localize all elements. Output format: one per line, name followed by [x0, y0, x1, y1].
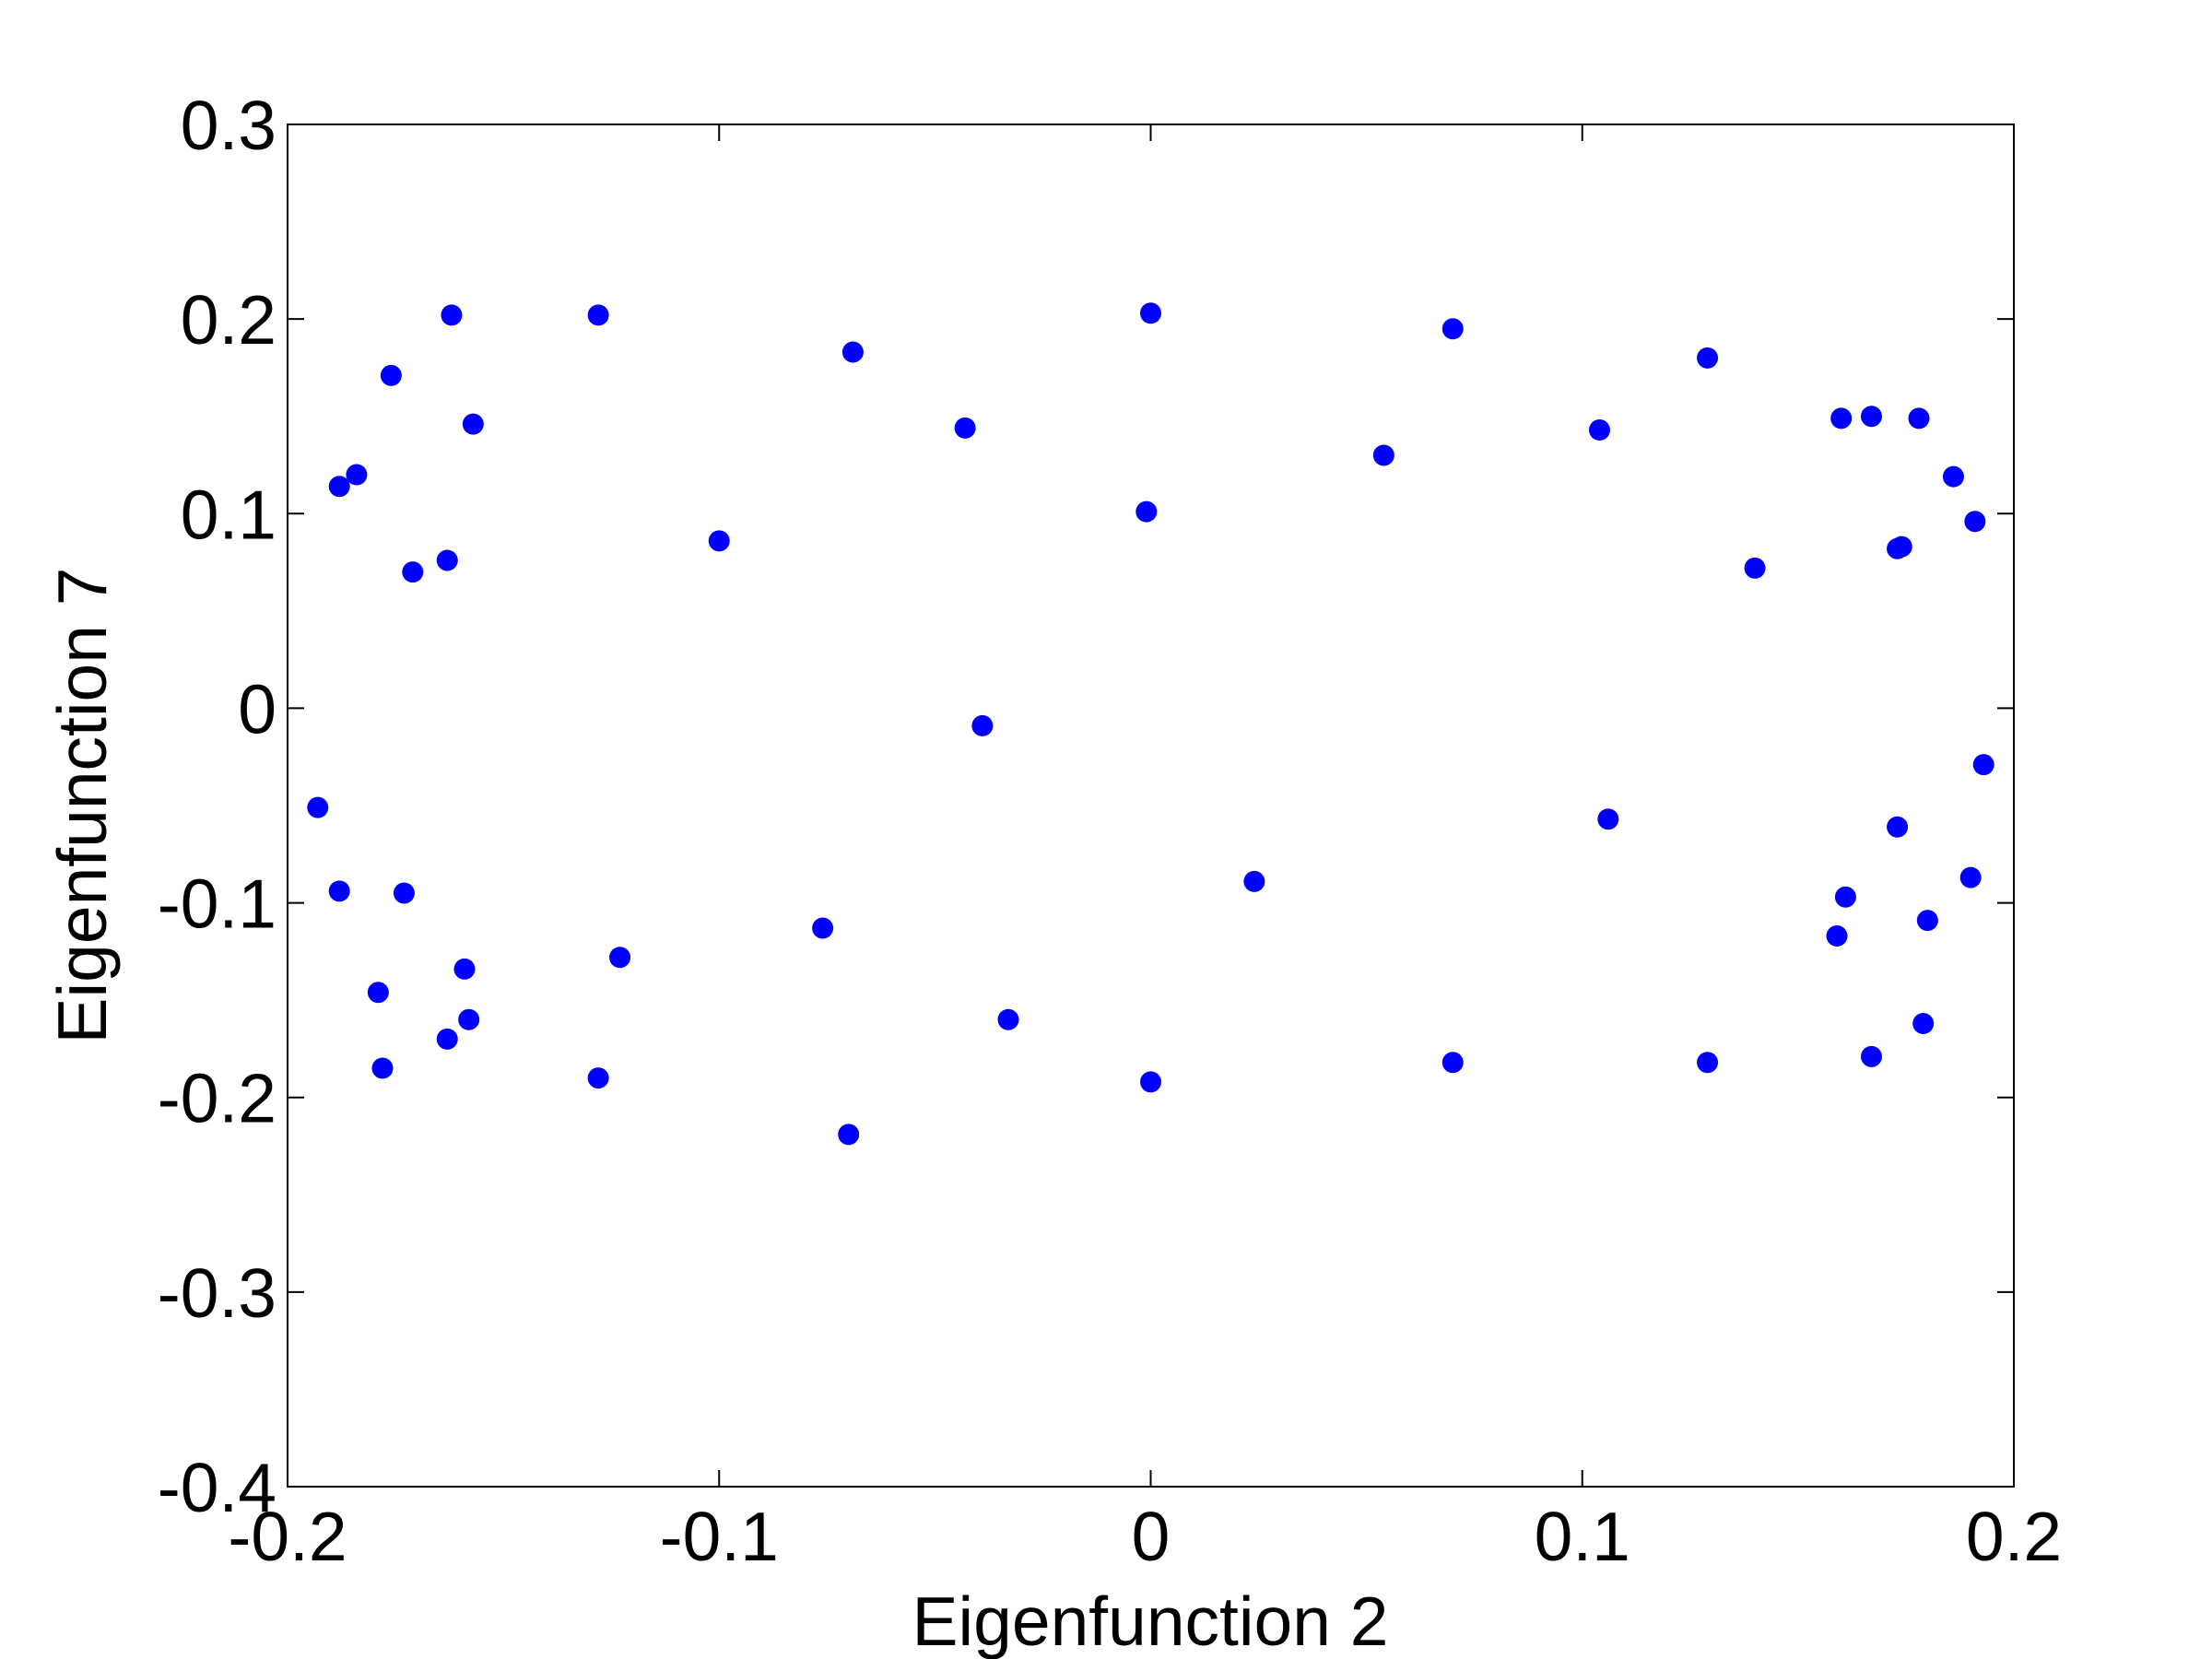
- data-point: [1441, 318, 1464, 340]
- data-point: [441, 304, 463, 326]
- data-point: [1860, 1045, 1882, 1067]
- data-point: [328, 880, 350, 902]
- data-point: [1908, 407, 1930, 429]
- data-point: [1834, 886, 1856, 908]
- data-point: [402, 561, 424, 583]
- data-point: [1890, 535, 1912, 558]
- y-tick-label: -0.3: [158, 1254, 276, 1332]
- y-axis-title: Eigenfunction 7: [43, 567, 121, 1043]
- x-tick-label: 0.2: [1966, 1498, 2062, 1575]
- data-point: [1916, 910, 1938, 932]
- data-point: [587, 304, 609, 326]
- data-point: [1972, 754, 1994, 776]
- data-point: [954, 417, 976, 439]
- y-tick-label: -0.2: [158, 1060, 276, 1137]
- x-tick-label: 0: [1132, 1498, 1171, 1575]
- data-point: [436, 549, 458, 571]
- data-point: [371, 1057, 394, 1079]
- data-point: [838, 1124, 860, 1146]
- data-point: [380, 364, 402, 386]
- y-tick-label: 0.3: [181, 87, 276, 164]
- data-points: [307, 302, 1994, 1146]
- data-point: [328, 476, 350, 498]
- x-axis: -0.2 -0.1 0 0.1 0.2: [228, 124, 2062, 1575]
- plot-area: [287, 124, 2015, 1488]
- data-point: [1372, 444, 1394, 466]
- data-point: [1243, 870, 1265, 892]
- x-tick-label: 0.1: [1535, 1498, 1630, 1575]
- data-point: [393, 882, 415, 904]
- data-point: [1826, 924, 1848, 947]
- data-point: [1140, 302, 1161, 324]
- data-point: [1441, 1052, 1464, 1074]
- data-point: [609, 947, 631, 969]
- data-point: [1887, 816, 1909, 838]
- data-point: [436, 1028, 458, 1050]
- y-tick-label: 0.1: [181, 476, 276, 553]
- data-point: [1942, 465, 1964, 488]
- y-tick-label: -0.4: [158, 1449, 276, 1526]
- data-point: [812, 917, 834, 939]
- data-point: [1135, 500, 1158, 523]
- data-point: [1912, 1012, 1935, 1034]
- x-axis-title: Eigenfunction 2: [912, 1583, 1388, 1659]
- data-point: [462, 413, 484, 435]
- y-tick-label: -0.1: [158, 865, 276, 943]
- y-tick-label: 0: [238, 670, 276, 747]
- data-point: [1588, 418, 1610, 441]
- data-point: [1140, 1071, 1161, 1093]
- data-point: [1830, 407, 1853, 429]
- data-point: [971, 714, 994, 736]
- x-tick-label: -0.2: [228, 1498, 347, 1575]
- data-point: [587, 1067, 609, 1089]
- data-point: [1959, 866, 1982, 888]
- data-point: [1860, 406, 1882, 428]
- data-point: [346, 464, 368, 486]
- data-point: [997, 1008, 1019, 1030]
- data-point: [708, 530, 730, 552]
- data-point: [458, 1008, 480, 1030]
- data-point: [367, 982, 389, 1004]
- y-tick-label: 0.2: [181, 281, 276, 359]
- data-point: [453, 958, 476, 980]
- y-axis: -0.4 -0.3 -0.2 -0.1 0 0.1 0.2 0.3: [158, 87, 2014, 1526]
- x-tick-label: -0.1: [660, 1498, 779, 1575]
- data-point: [307, 796, 329, 818]
- data-point: [1744, 557, 1766, 579]
- data-point: [1697, 347, 1719, 369]
- data-point: [1597, 808, 1619, 830]
- data-point: [1697, 1052, 1719, 1074]
- data-point: [1964, 511, 1986, 533]
- data-point: [841, 341, 864, 363]
